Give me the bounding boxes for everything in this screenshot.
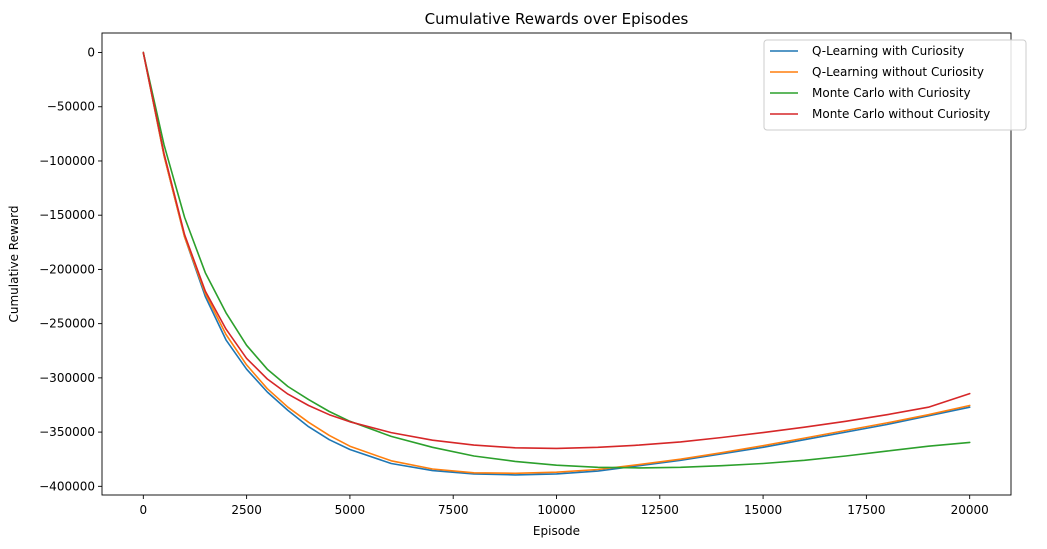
y-tick-label: −400000 xyxy=(39,479,95,493)
y-tick-label: 0 xyxy=(87,46,95,60)
y-tick-label: −250000 xyxy=(39,317,95,331)
legend-label: Q-Learning with Curiosity xyxy=(812,44,964,58)
y-tick-label: −100000 xyxy=(39,154,95,168)
legend-label: Monte Carlo with Curiosity xyxy=(812,86,971,100)
x-tick-label: 17500 xyxy=(847,503,885,517)
legend-frame xyxy=(763,39,1027,131)
plot-area xyxy=(142,51,971,476)
x-tick-label: 2500 xyxy=(231,503,262,517)
legend-label: Monte Carlo without Curiosity xyxy=(812,107,990,121)
x-tick-label: 10000 xyxy=(537,503,575,517)
x-tick-label: 20000 xyxy=(951,503,989,517)
y-tick-label: −150000 xyxy=(39,208,95,222)
x-tick-label: 0 xyxy=(139,503,147,517)
series-line-4 xyxy=(142,51,971,450)
x-tick-label: 12500 xyxy=(641,503,679,517)
y-axis-label: Cumulative Reward xyxy=(7,206,21,323)
legend: Q-Learning with Curiosity Q-Learning with… xyxy=(763,39,1027,131)
series-line-2 xyxy=(142,51,971,475)
x-axis-label: Episode xyxy=(533,524,580,538)
y-axis: 0 −50000 −100000 −150000 −200000 −250000 −3000… xyxy=(39,46,102,493)
x-tick-label: 7500 xyxy=(438,503,469,517)
legend-label: Q-Learning without Curiosity xyxy=(812,65,984,79)
x-tick-label: 15000 xyxy=(744,503,782,517)
series-line-3 xyxy=(142,51,971,469)
y-tick-label: −350000 xyxy=(39,425,95,439)
y-tick-label: −200000 xyxy=(39,262,95,276)
x-tick-label: 5000 xyxy=(335,503,366,517)
y-tick-label: −300000 xyxy=(39,371,95,385)
series-line-1 xyxy=(142,51,971,476)
chart-title: Cumulative Rewards over Episodes xyxy=(425,10,689,28)
y-tick-label: −50000 xyxy=(47,100,95,114)
x-axis: 0 2500 5000 7500 10000 12500 15000 17500 20000 xyxy=(139,495,989,517)
